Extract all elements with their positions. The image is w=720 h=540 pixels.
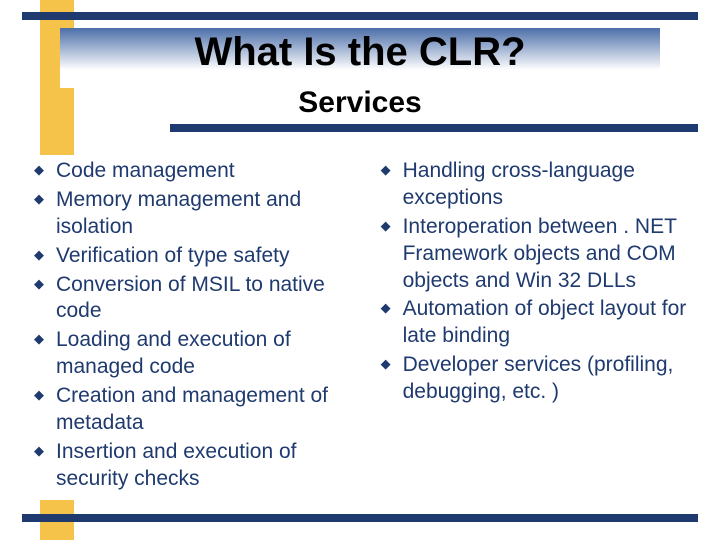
list-item: Code management xyxy=(30,158,367,185)
left-list: Code management Memory management and is… xyxy=(30,158,367,493)
list-item: Insertion and execution of security chec… xyxy=(30,439,367,493)
content-columns: Code management Memory management and is… xyxy=(30,158,700,495)
right-column: Handling cross-language exceptions Inter… xyxy=(377,158,700,495)
list-item: Interoperation between . NET Framework o… xyxy=(377,214,700,295)
list-item: Automation of object layout for late bin… xyxy=(377,296,700,350)
page-subtitle: Services xyxy=(0,86,720,120)
list-item: Developer services (profiling, debugging… xyxy=(377,352,700,406)
subtitle-rule xyxy=(170,124,698,132)
title-band: What Is the CLR? xyxy=(60,28,660,88)
list-item: Creation and management of metadata xyxy=(30,383,367,437)
list-item: Verification of type safety xyxy=(30,243,367,270)
list-item: Loading and execution of managed code xyxy=(30,327,367,381)
right-list: Handling cross-language exceptions Inter… xyxy=(377,158,700,406)
list-item: Handling cross-language exceptions xyxy=(377,158,700,212)
left-column: Code management Memory management and is… xyxy=(30,158,367,495)
top-rule xyxy=(22,12,698,20)
list-item: Conversion of MSIL to native code xyxy=(30,272,367,326)
page-title: What Is the CLR? xyxy=(194,30,525,75)
bottom-rule xyxy=(22,514,698,522)
list-item: Memory management and isolation xyxy=(30,187,367,241)
